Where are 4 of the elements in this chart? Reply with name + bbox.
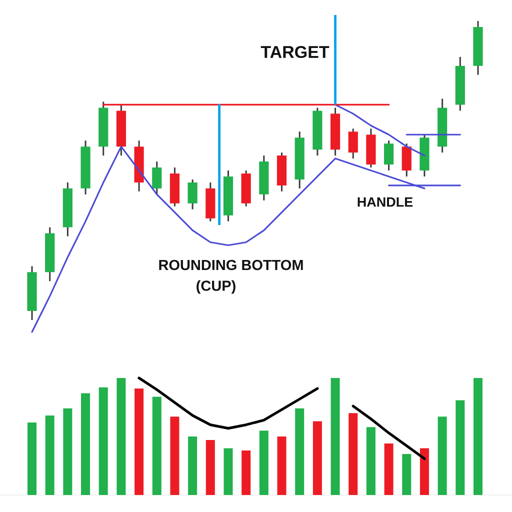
annotation: (CUP) xyxy=(196,280,236,294)
annotation: ROUNDING BOTTOM xyxy=(159,260,303,270)
annotation: TARGET xyxy=(260,46,330,58)
annotation: HANDLE xyxy=(358,197,413,207)
